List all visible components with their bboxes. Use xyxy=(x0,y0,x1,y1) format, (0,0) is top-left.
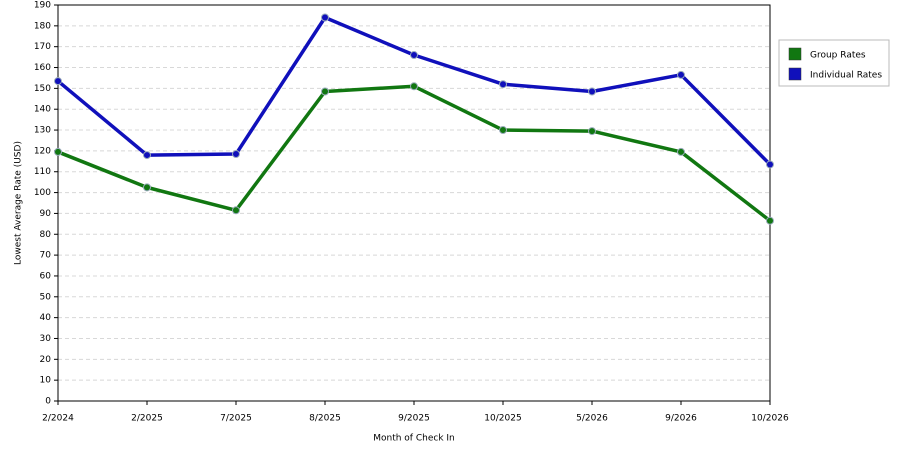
x-tick-label: 9/2025 xyxy=(398,414,430,424)
y-tick-label: 160 xyxy=(34,63,51,73)
y-tick-label: 110 xyxy=(34,167,51,177)
y-tick-label: 180 xyxy=(34,21,51,31)
data-point xyxy=(677,147,685,156)
y-tick-label: 50 xyxy=(40,292,52,302)
y-tick-label: 30 xyxy=(40,334,52,344)
y-tick-label: 190 xyxy=(34,1,51,11)
legend-swatch xyxy=(788,47,802,61)
x-tick-label: 8/2025 xyxy=(309,414,341,424)
x-tick-label: 5/2026 xyxy=(576,414,608,424)
data-point xyxy=(143,183,151,192)
x-tick-label: 10/2025 xyxy=(484,414,521,424)
x-tick-label: 2/2024 xyxy=(42,414,74,424)
y-tick-label: 40 xyxy=(40,313,52,323)
x-tick-label: 7/2025 xyxy=(220,414,252,424)
y-tick-label: 140 xyxy=(34,105,51,115)
y-tick-label: 60 xyxy=(40,271,52,281)
plot-frame xyxy=(57,4,771,402)
y-tick-label: 120 xyxy=(34,146,51,156)
y-tick-label: 130 xyxy=(34,126,51,136)
y-tick-label: 90 xyxy=(40,209,52,219)
data-point xyxy=(54,77,62,86)
data-point xyxy=(766,216,774,225)
x-tick-label: 9/2026 xyxy=(665,414,697,424)
y-tick-label: 170 xyxy=(34,42,51,52)
legend-label: Group Rates xyxy=(810,51,866,61)
data-point xyxy=(143,151,151,160)
data-point xyxy=(499,126,507,135)
legend-swatch xyxy=(788,67,802,81)
y-tick-label: 100 xyxy=(34,188,51,198)
data-point xyxy=(321,13,329,22)
y-tick-label: 20 xyxy=(40,355,52,365)
x-axis-label: Month of Check In xyxy=(373,434,455,444)
data-point xyxy=(588,127,596,136)
x-tick-label: 10/2026 xyxy=(751,414,789,424)
data-point xyxy=(588,87,596,96)
data-point xyxy=(499,80,507,89)
data-point xyxy=(677,70,685,79)
data-point xyxy=(321,87,329,96)
data-point xyxy=(410,51,418,60)
y-axis-label: Lowest Average Rate (USD) xyxy=(14,141,24,265)
y-tick-label: 10 xyxy=(40,376,52,386)
data-point xyxy=(410,82,418,91)
data-point xyxy=(766,160,774,169)
series-line xyxy=(56,15,772,166)
data-point xyxy=(232,206,240,215)
legend-label: Individual Rates xyxy=(810,71,882,81)
y-tick-label: 150 xyxy=(34,84,51,94)
y-tick-label: 70 xyxy=(40,251,52,261)
y-tick-label: 0 xyxy=(45,397,51,407)
y-tick-label: 80 xyxy=(40,230,52,240)
data-point xyxy=(232,150,240,159)
data-point xyxy=(54,147,62,156)
x-tick-label: 2/2025 xyxy=(131,414,163,424)
